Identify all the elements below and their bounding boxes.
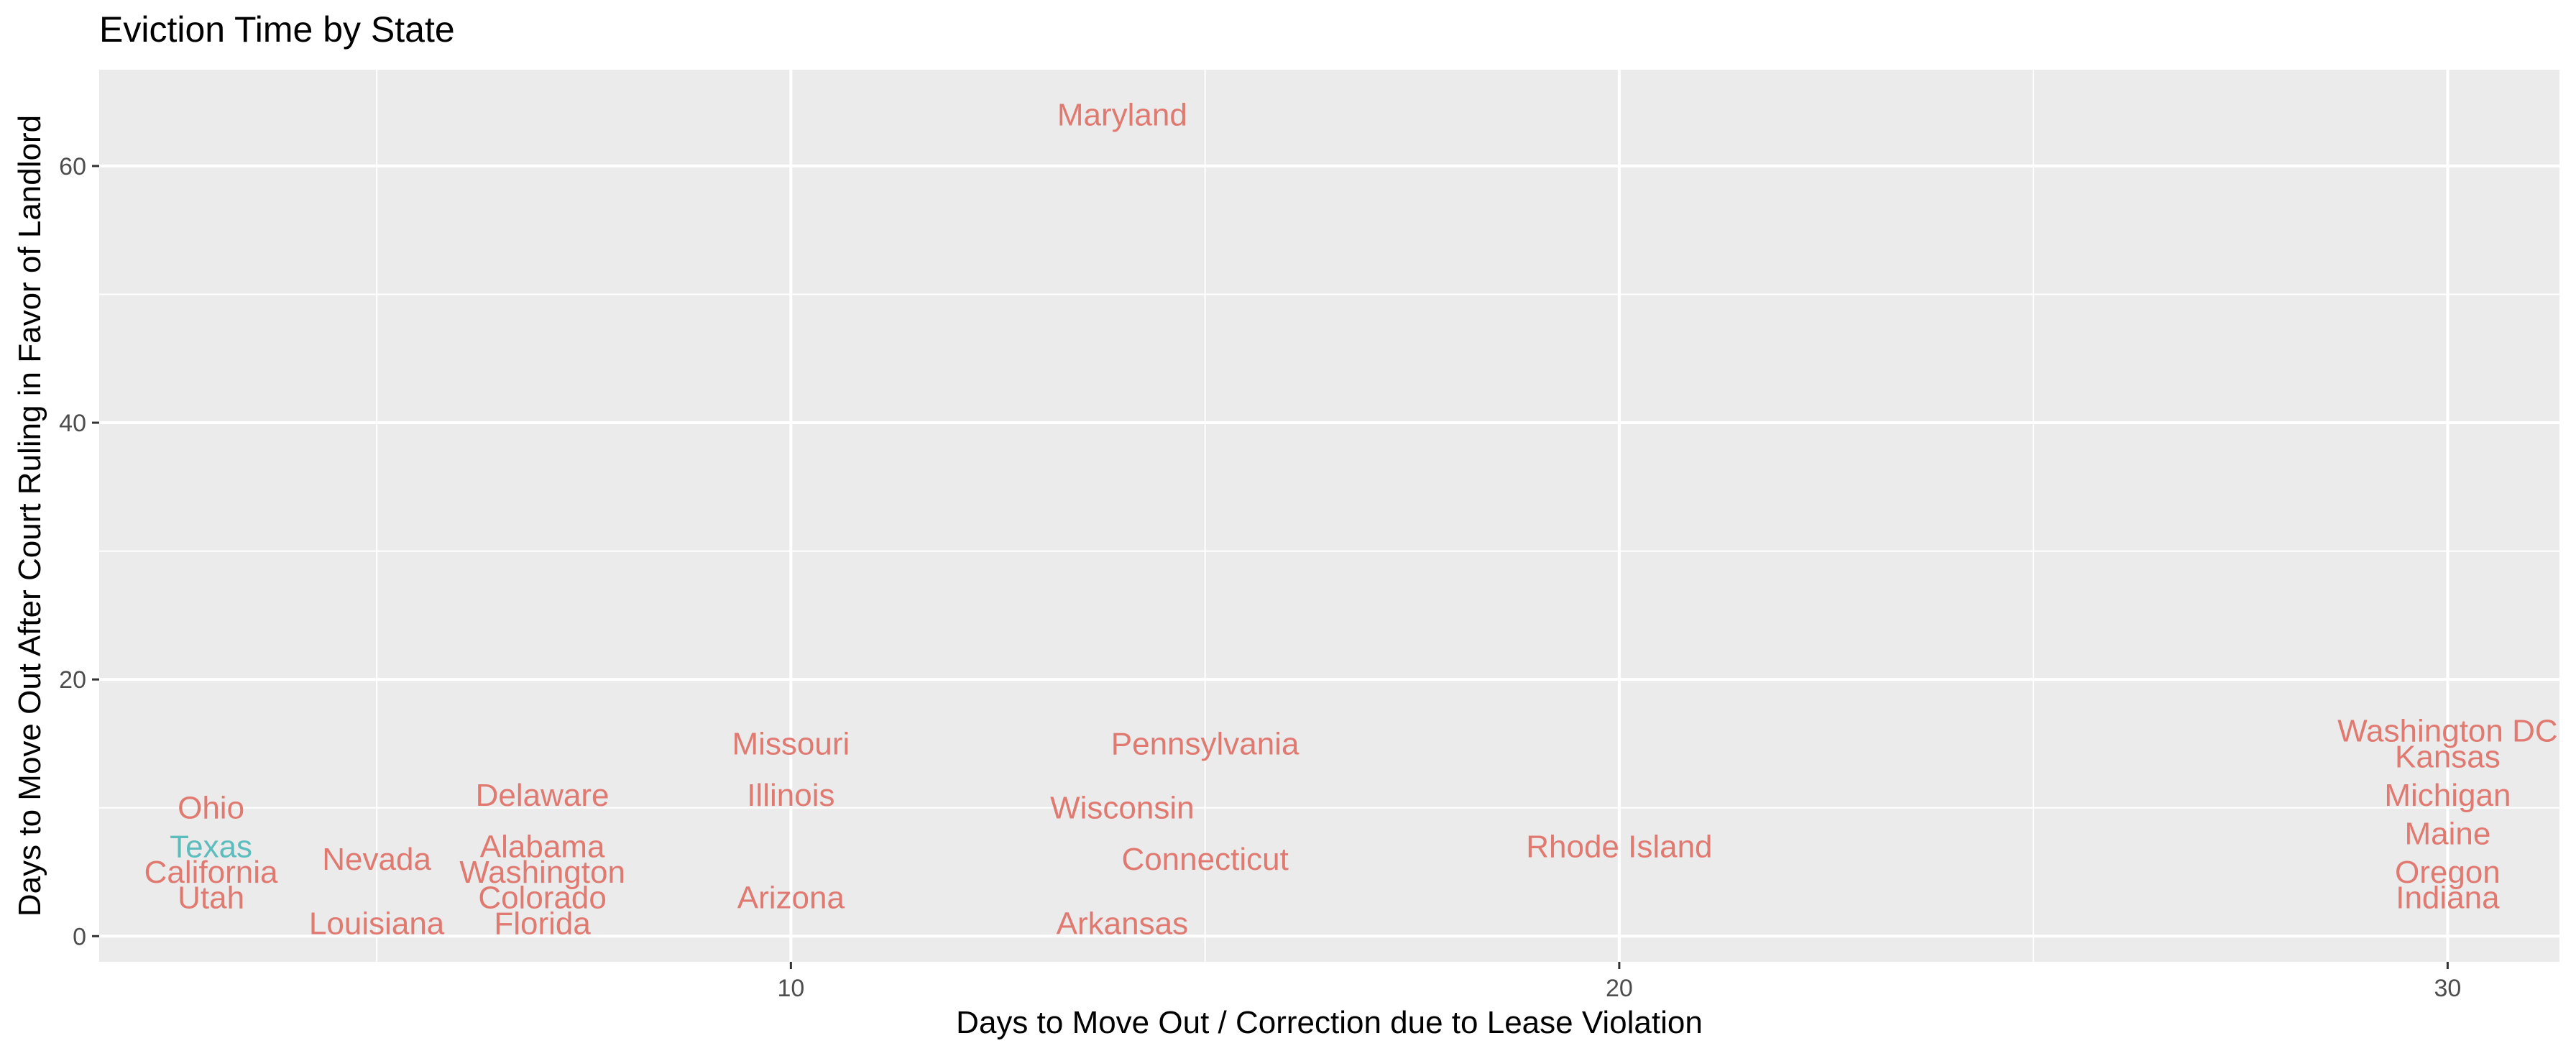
y-tick-label: 40: [59, 410, 86, 437]
point-label-oregon: Oregon: [2395, 855, 2501, 890]
point-label-utah: Utah: [178, 881, 244, 916]
point-label-wisconsin: Wisconsin: [1050, 791, 1195, 826]
minor-gridlines: [99, 70, 2559, 962]
point-labels: Maryland Missouri Pennsylvania Washington D…: [144, 97, 2558, 941]
major-gridlines: [99, 70, 2559, 962]
y-axis-label: Days to Move Out After Court Ruling in F…: [12, 115, 47, 917]
point-label-kansas: Kansas: [2395, 739, 2501, 774]
y-tick-label: 0: [73, 923, 86, 950]
point-label-missouri: Missouri: [732, 726, 850, 761]
x-tick-label: 30: [2434, 975, 2461, 1002]
y-tick-label: 20: [59, 666, 86, 694]
point-label-pennsylvania: Pennsylvania: [1111, 726, 1300, 761]
point-label-washington-dc: Washington DC: [2337, 714, 2558, 749]
point-label-california: California: [144, 855, 278, 890]
point-label-arkansas: Arkansas: [1057, 906, 1188, 941]
x-axis-label: Days to Move Out / Correction due to Lea…: [956, 1005, 1703, 1040]
point-label-illinois: Illinois: [747, 778, 834, 813]
point-label-nevada: Nevada: [322, 842, 431, 877]
point-label-ohio: Ohio: [178, 791, 244, 826]
point-label-alabama: Alabama: [480, 829, 605, 864]
point-label-texas: Texas: [170, 829, 252, 864]
point-label-florida: Florida: [494, 906, 591, 941]
point-label-maryland: Maryland: [1057, 97, 1187, 132]
axis-ticks: 10 20 30 0 20 40 60: [59, 153, 2461, 1002]
point-label-colorado: Colorado: [478, 881, 607, 916]
point-label-maine: Maine: [2404, 816, 2490, 851]
chart-title: Eviction Time by State: [99, 9, 455, 50]
point-label-connecticut: Connecticut: [1121, 842, 1288, 877]
point-label-michigan: Michigan: [2384, 778, 2511, 813]
plot-panel: [99, 70, 2559, 962]
point-label-arizona: Arizona: [737, 881, 845, 916]
point-label-delaware: Delaware: [476, 778, 610, 813]
point-label-louisiana: Louisiana: [309, 906, 445, 941]
point-label-rhode-island: Rhode Island: [1526, 829, 1712, 864]
point-label-indiana: Indiana: [2396, 881, 2500, 916]
x-tick-label: 20: [1606, 975, 1633, 1002]
y-tick-label: 60: [59, 153, 86, 180]
x-tick-label: 10: [777, 975, 804, 1002]
point-label-washington: Washington: [459, 855, 625, 890]
